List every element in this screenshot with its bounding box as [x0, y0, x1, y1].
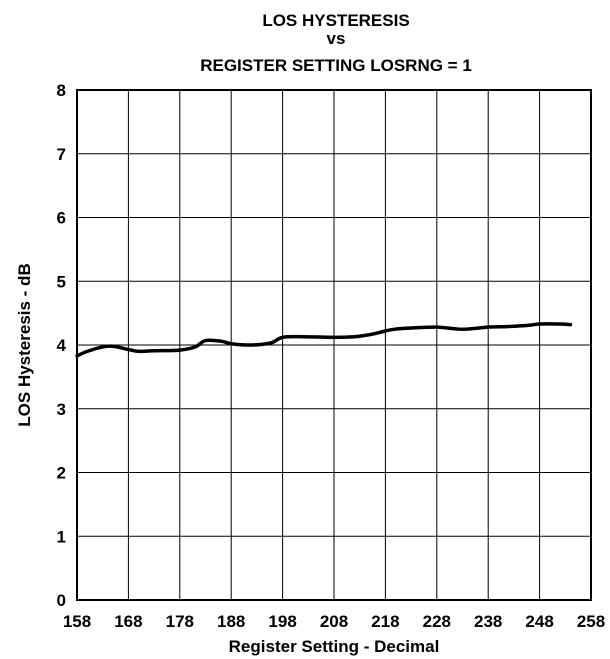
x-tick-label-0: 158 — [63, 612, 91, 631]
chart-title-line-2: vs — [327, 29, 346, 48]
x-tick-label-10: 258 — [577, 612, 605, 631]
series-line-0 — [75, 322, 573, 358]
y-tick-label-6: 6 — [57, 209, 66, 228]
x-tick-label-5: 208 — [320, 612, 348, 631]
y-tick-label-7: 7 — [57, 145, 66, 164]
plot-frame — [76, 89, 592, 601]
x-tick-label-7: 228 — [423, 612, 451, 631]
y-tick-label-8: 8 — [57, 81, 66, 100]
y-tick-label-2: 2 — [57, 464, 66, 483]
grid-lines — [77, 90, 591, 600]
x-tick-labels: 158 168 178 188 198 208 218 228 238 248 258 — [63, 612, 605, 631]
y-tick-labels: 0 1 2 3 4 5 6 7 8 — [57, 81, 67, 610]
x-tick-label-2: 178 — [166, 612, 194, 631]
y-tick-label-4: 4 — [57, 336, 67, 355]
chart-title: LOS HYSTERESIS vs REGISTER SETTING LOSRN… — [200, 11, 472, 75]
x-tick-label-1: 168 — [114, 612, 142, 631]
y-tick-label-3: 3 — [57, 400, 66, 419]
x-tick-label-4: 198 — [268, 612, 296, 631]
y-tick-label-0: 0 — [57, 591, 66, 610]
chart-title-line-1: LOS HYSTERESIS — [262, 11, 409, 30]
x-tick-label-8: 238 — [474, 612, 502, 631]
y-tick-label-5: 5 — [57, 272, 66, 291]
x-tick-label-9: 248 — [525, 612, 553, 631]
x-axis-label: Register Setting - Decimal — [229, 637, 440, 656]
x-tick-label-3: 188 — [217, 612, 245, 631]
plot-area — [75, 89, 592, 601]
y-axis-label: LOS Hysteresis - dB — [15, 263, 34, 426]
x-tick-label-6: 218 — [371, 612, 399, 631]
chart-title-line-3: REGISTER SETTING LOSRNG = 1 — [200, 56, 472, 75]
y-tick-label-1: 1 — [57, 527, 66, 546]
